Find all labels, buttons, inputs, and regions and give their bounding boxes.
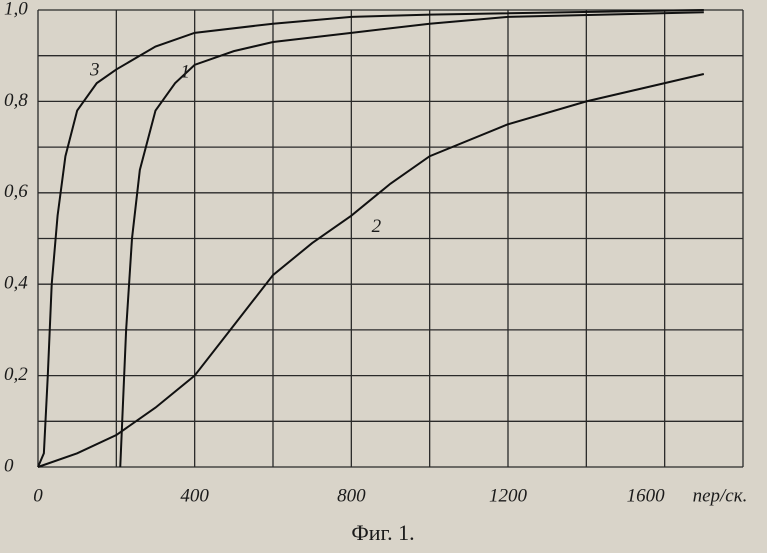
y-tick-label: 1,0 bbox=[4, 0, 28, 19]
caption: Фиг. 1. bbox=[351, 520, 414, 545]
y-tick-label: 0,8 bbox=[4, 90, 28, 111]
curve bbox=[37, 9, 704, 468]
y-tick-label: 0 bbox=[4, 455, 14, 476]
x-tick-label: 1200 bbox=[489, 485, 528, 506]
x-tick-label: 1600 bbox=[627, 485, 666, 506]
x-tick-label: 400 bbox=[180, 485, 209, 506]
curve-label: 3 bbox=[89, 59, 100, 80]
y-tick-label: 0,4 bbox=[4, 273, 28, 294]
y-tick-label: 0,6 bbox=[4, 181, 28, 202]
curve bbox=[119, 11, 704, 468]
curve-label: 2 bbox=[372, 216, 382, 237]
y-tick-label: 0,2 bbox=[4, 364, 28, 385]
x-tick-label: 800 bbox=[337, 485, 366, 506]
curve-label: 1 bbox=[180, 61, 190, 82]
x-tick-label: 0 bbox=[33, 485, 43, 506]
curve bbox=[37, 73, 705, 468]
x-axis-label: пер/ск. bbox=[693, 485, 748, 506]
